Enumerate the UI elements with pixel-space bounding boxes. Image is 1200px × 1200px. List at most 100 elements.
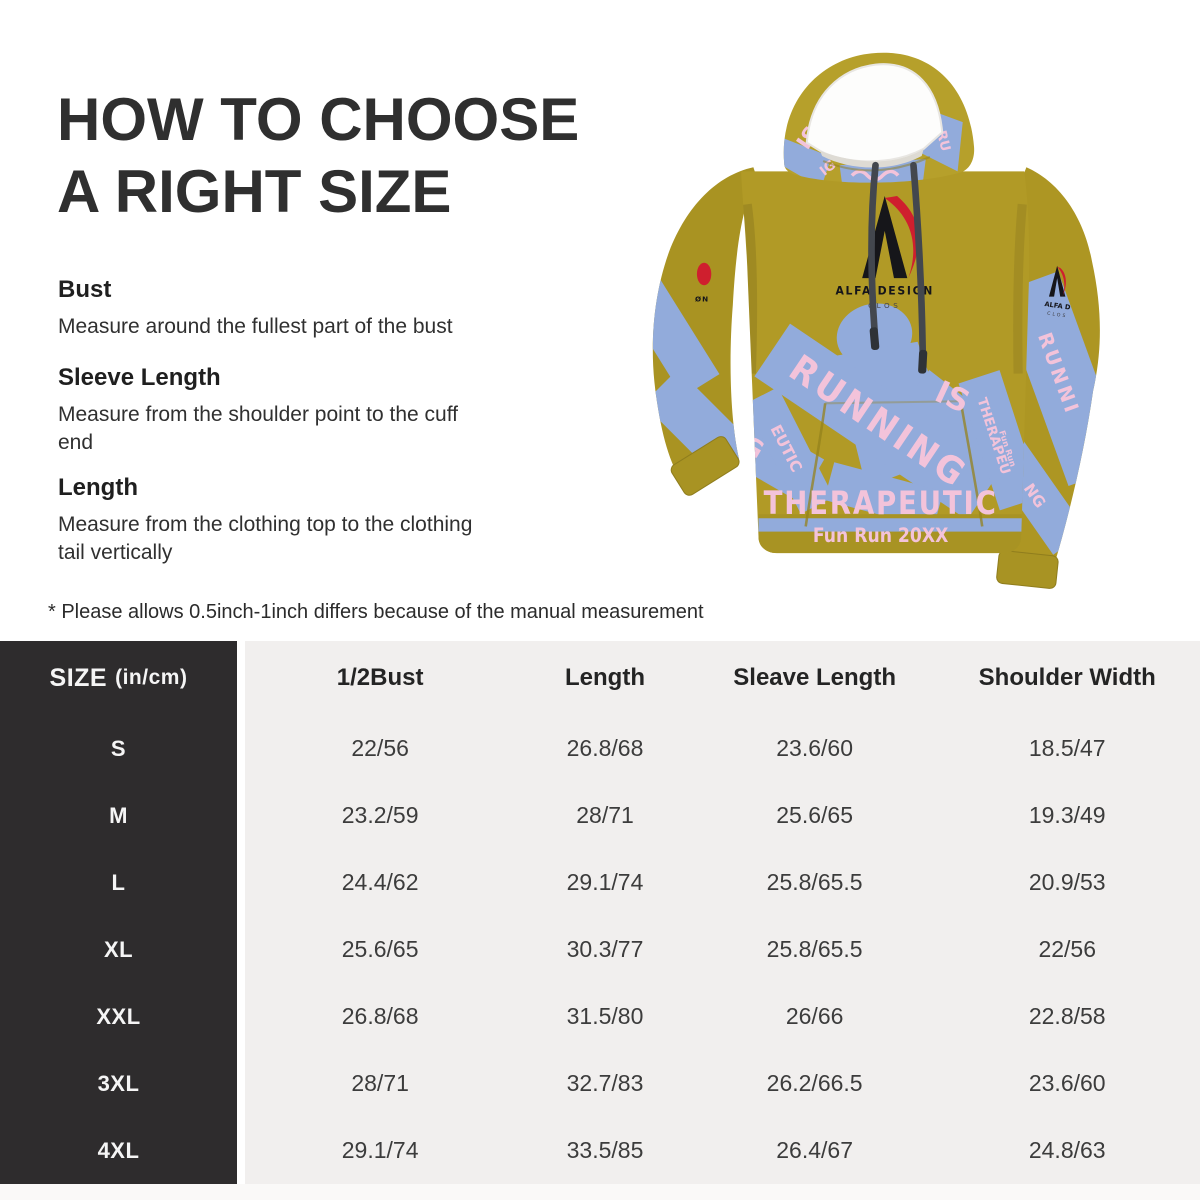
right-sleeve-brand-text: ALFA D	[1044, 300, 1071, 312]
brand-name-text: ALFA DESIGN	[835, 284, 934, 298]
page-title: HOW TO CHOOSE A RIGHT SIZE	[57, 84, 579, 228]
size-table-data-area: 1/2Bust Length Sleave Length Shoulder Wi…	[245, 641, 1200, 1184]
size-label-s: S	[110, 735, 127, 761]
drawstring-right	[910, 161, 927, 356]
value-cell: 30.3/77	[566, 936, 644, 962]
instruction-sleeve-length: Sleeve Length Measure from the shoulder …	[58, 364, 493, 457]
table-row: 26.8/68 31.5/80 26/66 22.8/58	[245, 983, 1200, 1050]
value-cell: 26/66	[785, 1003, 844, 1029]
value-cell: 22.8/58	[1028, 1003, 1106, 1029]
value-cell: 26.8/68	[341, 1003, 419, 1029]
value-cell: 19.3/49	[1028, 802, 1106, 828]
therapeutic-text: THERAPEUTIC	[764, 484, 998, 522]
value-cell: 25.6/65	[776, 802, 853, 828]
right-sleeve-brand-sub: CLOS	[1047, 311, 1068, 320]
value-cell: 22/56	[351, 735, 409, 761]
table-column-gap	[237, 641, 245, 1184]
instruction-bust-desc: Measure around the fullest part of the b…	[58, 315, 453, 338]
value-cell: 25.8/65.5	[766, 869, 863, 895]
right-sleeve-logo-swoosh	[1057, 266, 1066, 297]
value-cell: 23.6/60	[776, 735, 853, 761]
page-title-line2: A RIGHT SIZE	[57, 158, 452, 225]
size-label-4xl: 4XL	[97, 1137, 140, 1163]
size-header-cell: SIZE (in/cm)	[0, 641, 237, 715]
table-row: 22/56 26.8/68 23.6/60 18.5/47	[245, 715, 1200, 782]
value-cell: 29.1/74	[341, 1137, 419, 1163]
table-row: 23.2/59 28/71 25.6/65 19.3/49	[245, 782, 1200, 849]
size-header-unit: (in/cm)	[115, 666, 188, 689]
column-header-length: Length	[565, 664, 645, 691]
pocket-seam-right	[959, 401, 984, 527]
value-cell: 32.7/83	[566, 1070, 644, 1096]
table-row: 24.4/62 29.1/74 25.8/65.5 20.9/53	[245, 849, 1200, 916]
instruction-length-desc: Measure from the clothing top to the clo…	[58, 513, 473, 564]
table-row: 29.1/74 33.5/85 26.4/67 24.8/63	[245, 1117, 1200, 1184]
instruction-bust: Bust Measure around the fullest part of …	[58, 276, 453, 341]
right-cuff	[996, 550, 1059, 589]
table-row: 25.6/65 30.3/77 25.8/65.5 22/56	[245, 916, 1200, 983]
size-label-m: M	[109, 802, 128, 828]
value-cell: 20.9/53	[1028, 869, 1106, 895]
table-row: 28/71 32.7/83 26.2/66.5 23.6/60	[245, 1050, 1200, 1117]
instruction-length: Length Measure from the clothing top to …	[58, 474, 493, 567]
value-cell: 23.6/60	[1028, 1070, 1106, 1096]
size-label-l: L	[111, 869, 126, 895]
value-cell: 28/71	[576, 802, 634, 828]
size-table: SIZE (in/cm) S M L XL XXL 3XL 4XL 1/2Bus…	[0, 641, 1200, 1184]
running-band	[754, 323, 1003, 520]
left-sleeve-logo-text: ØN	[695, 295, 709, 304]
pocket-seam-left	[804, 403, 827, 527]
fun-run-text: Fun Run 20XX	[813, 524, 948, 547]
value-cell: 24.8/63	[1028, 1137, 1106, 1163]
pocket-seam-top	[825, 400, 961, 405]
size-table-size-column: SIZE (in/cm) S M L XL XXL 3XL 4XL	[0, 641, 237, 1184]
size-label-xl: XL	[103, 936, 134, 962]
size-label-3xl: 3XL	[97, 1070, 140, 1096]
hood-patch-left	[783, 138, 832, 183]
hoodie-graphic: ØN RUNNI NG ALFA D CLOS RUNN	[652, 52, 1100, 589]
value-cell: 24.4/62	[341, 869, 419, 895]
drawstring-right-aglet	[918, 349, 928, 374]
measurement-note: * Please allows 0.5inch-1inch differs be…	[48, 601, 704, 623]
instruction-bust-label: Bust	[58, 276, 112, 303]
shade-left	[742, 203, 758, 374]
left-sleeve-logo-red	[696, 262, 712, 286]
value-cell: 25.6/65	[341, 936, 419, 962]
runner-leg-band	[824, 462, 944, 530]
size-label-xxl: XXL	[96, 1003, 141, 1029]
page-title-line1: HOW TO CHOOSE	[57, 86, 580, 153]
left-sleeve-band	[652, 278, 720, 397]
value-cell: 25.8/65.5	[766, 936, 863, 962]
eutic-band	[744, 387, 834, 514]
product-image-hoodie: ØN RUNNI NG ALFA D CLOS RUNN	[622, 40, 1200, 625]
side-therapeutic-band	[958, 370, 1030, 511]
value-cell: 22/56	[1038, 936, 1096, 962]
hood-lining-shadow	[820, 148, 924, 168]
brand-logo-swoosh	[884, 196, 919, 279]
column-header-sleave: Sleave Length	[733, 664, 896, 691]
brand-sub-text: CLOS	[868, 301, 901, 310]
value-cell: 33.5/85	[566, 1137, 644, 1163]
value-cell: 28/71	[351, 1070, 409, 1096]
value-cell: 23.2/59	[341, 802, 419, 828]
size-header-label: SIZE	[49, 663, 108, 692]
bottom-strip	[0, 1184, 1200, 1200]
value-cell: 29.1/74	[566, 869, 644, 895]
shade-right	[1013, 203, 1027, 374]
value-cell: 18.5/47	[1028, 735, 1106, 761]
left-cuff	[670, 436, 740, 496]
hem-blue-stripe	[758, 518, 1024, 532]
value-cell: 26.8/68	[566, 735, 644, 761]
instruction-sleeve-desc: Measure from the shoulder point to the c…	[58, 403, 459, 454]
right-sleeve-logo-a	[1048, 265, 1066, 297]
column-header-shoulder: Shoulder Width	[978, 664, 1156, 691]
instruction-length-label: Length	[58, 474, 138, 501]
column-header-bust: 1/2Bust	[336, 664, 424, 691]
value-cell: 26.2/66.5	[766, 1070, 863, 1096]
value-cell: 31.5/80	[566, 1003, 644, 1029]
drawstring-left-aglet	[869, 327, 880, 351]
table-header-row: 1/2Bust Length Sleave Length Shoulder Wi…	[245, 641, 1200, 715]
drawstring-left	[868, 161, 879, 333]
value-cell: 26.4/67	[776, 1137, 853, 1163]
instruction-sleeve-label: Sleeve Length	[58, 364, 221, 391]
